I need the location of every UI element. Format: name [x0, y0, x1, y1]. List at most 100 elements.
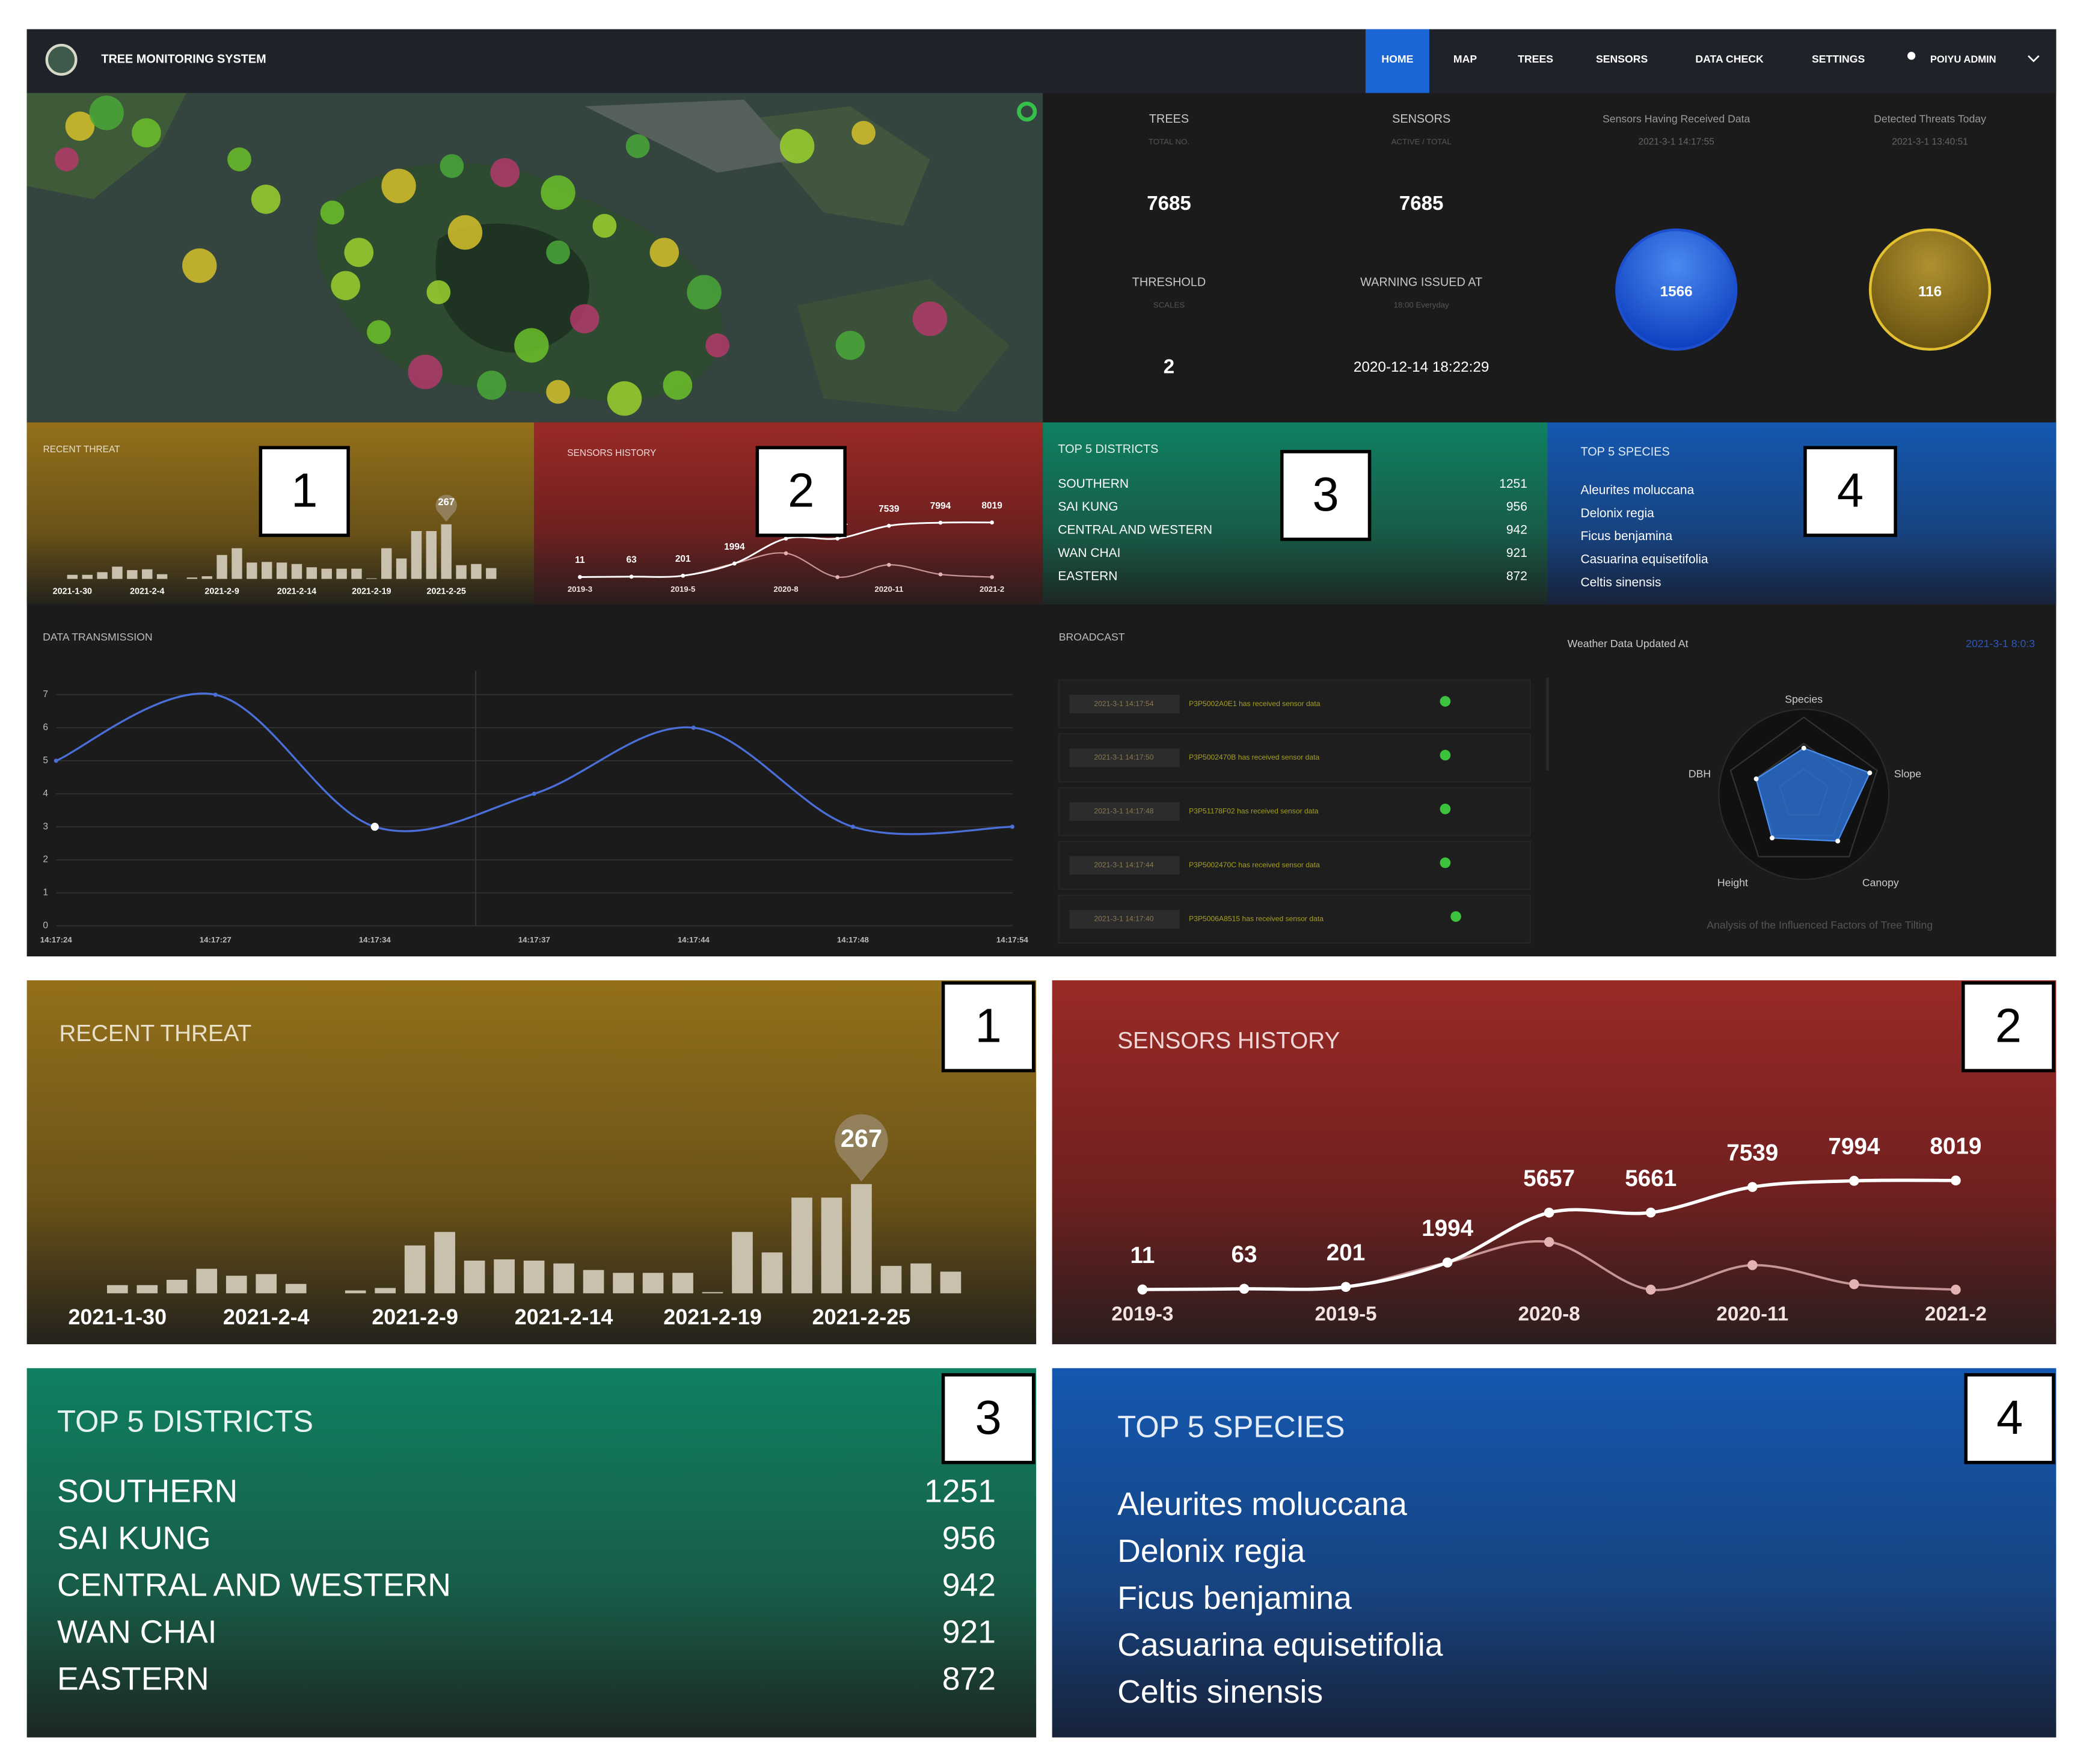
map-marker	[541, 175, 575, 210]
data-label: 7539	[879, 504, 900, 514]
bar	[940, 1271, 962, 1294]
point	[213, 692, 218, 697]
data-label: 8019	[981, 501, 1002, 511]
x-tick-label: 2021-2-4	[130, 587, 164, 597]
map-marker	[89, 96, 124, 131]
map-marker	[779, 129, 815, 164]
time-box	[1069, 802, 1180, 821]
nav-item[interactable]: DATA CHECK	[1695, 53, 1764, 65]
district-count: 921	[942, 1615, 996, 1650]
bar	[321, 568, 332, 579]
callout-box	[1280, 450, 1372, 541]
radar-label: Height	[1717, 876, 1748, 888]
nav-item[interactable]: TREES	[1518, 53, 1553, 65]
stat-label: SENSORS	[1392, 112, 1450, 126]
bar	[112, 567, 123, 579]
point	[835, 575, 839, 579]
district-name: SAI KUNG	[57, 1521, 211, 1557]
data-label: 8019	[1930, 1134, 1981, 1160]
bar	[276, 562, 287, 579]
x-tick-label: 2020-8	[773, 585, 798, 594]
bar	[106, 1285, 128, 1294]
dropdown-icon[interactable]	[2028, 55, 2040, 63]
map-marker	[344, 238, 374, 267]
x-tick-label: 2021-2	[980, 585, 1004, 594]
species-name: Celtis sinensis	[1580, 576, 1661, 589]
callout-box	[1803, 446, 1897, 537]
point	[938, 572, 943, 577]
callout-box	[1964, 1373, 2055, 1464]
bar	[613, 1273, 634, 1294]
district-count: 942	[1506, 523, 1527, 537]
district-count: 1251	[924, 1474, 996, 1510]
nav-item[interactable]: SETTINGS	[1812, 53, 1865, 65]
weather-time: 2021-3-1 8:0:3	[1966, 638, 2035, 650]
callout-number: 1	[291, 464, 318, 517]
radar-label: Canopy	[1862, 876, 1899, 888]
map-marker	[440, 154, 464, 178]
district-name: WAN CHAI	[1058, 546, 1120, 560]
nav-item[interactable]: MAP	[1453, 53, 1477, 65]
x-tick-label: 2019-5	[670, 585, 695, 594]
x-tick-label: 2021-2	[1925, 1303, 1987, 1325]
panel-title: SENSORS HISTORY	[1117, 1028, 1340, 1054]
x-tick-label: 2021-2-19	[352, 587, 391, 597]
point	[1951, 1285, 1961, 1295]
panel-title: SENSORS HISTORY	[567, 448, 656, 458]
y-tick-label: 1	[43, 888, 48, 898]
data-label: 267	[438, 496, 455, 508]
point	[1137, 1284, 1148, 1295]
bar	[434, 1232, 455, 1294]
radar-point	[1835, 838, 1841, 844]
bar	[486, 568, 497, 579]
district-count: 956	[1506, 500, 1527, 514]
map-marker	[705, 333, 729, 358]
stat-label: Sensors Having Received Data	[1603, 112, 1750, 124]
map-marker	[251, 184, 281, 214]
nav-item[interactable]: SENSORS	[1596, 53, 1648, 65]
tree-icon	[1450, 911, 1461, 922]
stat-value: 2020-12-14 18:22:29	[1354, 359, 1489, 375]
x-tick-label: 2019-3	[1111, 1303, 1173, 1325]
data-label: 7994	[1828, 1134, 1880, 1160]
x-tick-label: 2021-2-25	[427, 587, 466, 597]
point	[1442, 1257, 1453, 1268]
message-time: 2021-3-1 14:17:50	[1094, 753, 1153, 761]
nav-item[interactable]: HOME	[1381, 53, 1413, 65]
x-tick-label: 2021-1-30	[68, 1305, 167, 1329]
species-name: Ficus benjamina	[1580, 529, 1672, 543]
data-label: 63	[1232, 1242, 1257, 1268]
y-tick-label: 3	[43, 822, 48, 832]
map-land	[797, 278, 1010, 412]
district-name: EASTERN	[1058, 569, 1117, 583]
bar	[306, 567, 318, 579]
stat-bubble	[1868, 228, 1992, 351]
nav-user[interactable]: POIYU ADMIN	[1930, 54, 1996, 65]
bar	[791, 1197, 812, 1294]
panel	[26, 1368, 1037, 1738]
bar	[375, 1288, 396, 1294]
x-tick-label: 2021-2-14	[515, 1305, 613, 1329]
bar	[247, 562, 257, 579]
x-tick-label: 2020-11	[874, 585, 903, 594]
map-marker	[851, 120, 876, 145]
stat-sublabel: 18:00 Everyday	[1394, 300, 1449, 309]
logo	[45, 43, 78, 76]
species-name: Aleurites moluccana	[1117, 1487, 1407, 1522]
radar-grid	[1729, 716, 1878, 858]
radar-point	[1753, 776, 1759, 781]
data-label: 5661	[1625, 1166, 1677, 1191]
bar	[232, 548, 242, 579]
map-marker	[320, 200, 345, 225]
tree-icon	[1440, 749, 1451, 761]
panel-title: DATA TRANSMISSION	[43, 631, 152, 643]
stat-value: 7685	[1399, 192, 1444, 215]
point	[990, 575, 994, 579]
point	[1747, 1182, 1758, 1192]
map-marker	[367, 320, 391, 345]
district-name: SOUTHERN	[57, 1474, 238, 1510]
point	[1010, 825, 1014, 829]
tree-icon	[1440, 857, 1451, 868]
bar	[821, 1197, 842, 1294]
